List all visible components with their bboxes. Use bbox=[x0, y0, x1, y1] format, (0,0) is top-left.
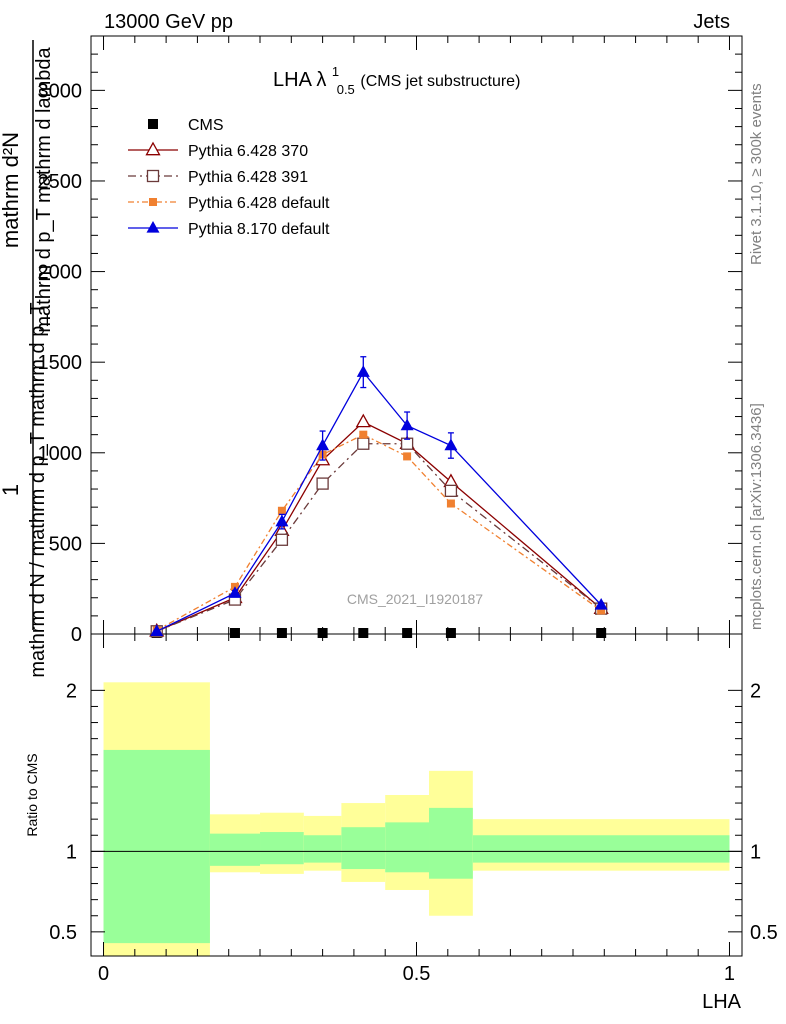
point-cms bbox=[229, 628, 240, 638]
legend-label-p370: Pythia 6.428 370 bbox=[188, 143, 308, 160]
main-ylabel: 1 mathrm d²N mathrm d p_T mathrm d lambd… bbox=[0, 40, 55, 678]
point-p8 bbox=[316, 438, 330, 451]
header-energy: 13000 GeV pp bbox=[104, 11, 233, 33]
series-line-pdef bbox=[156, 433, 602, 631]
watermark: CMS_2021_I1920187 bbox=[347, 591, 483, 607]
ratio-band-green-1 bbox=[209, 833, 261, 866]
point-p8 bbox=[400, 418, 414, 431]
mcplots-label: mcplots.cern.ch [arXiv:1306.3436] bbox=[748, 403, 765, 630]
point-cms bbox=[402, 628, 413, 638]
point-cms bbox=[317, 628, 328, 638]
point-pdef bbox=[403, 452, 412, 461]
ratio-tick-label-right: 2 bbox=[750, 680, 761, 702]
rivet-label: Rivet 3.1.10, ≥ 300k events bbox=[748, 83, 765, 265]
series-lines bbox=[149, 356, 609, 638]
point-pdef bbox=[359, 430, 368, 439]
y-tick-label: 500 bbox=[49, 533, 82, 555]
ratio-tick-label-left: 1 bbox=[66, 841, 77, 863]
ratio-ylabel: Ratio to CMS bbox=[24, 753, 40, 836]
ratio-band-green-3 bbox=[303, 835, 342, 863]
point-p8 bbox=[228, 586, 242, 598]
legend-label-pdef: Pythia 6.428 default bbox=[188, 195, 330, 212]
ylabel-denominator-2: mathrm d N / mathrm d p_T mathrm d p_T bbox=[27, 302, 49, 677]
legend-entry-p8: Pythia 8.170 default bbox=[128, 220, 330, 238]
y-tick-label: 3000 bbox=[38, 80, 83, 102]
ratio-band-green-7 bbox=[472, 835, 730, 863]
legend-entry-p370: Pythia 6.428 370 bbox=[128, 141, 308, 160]
x-tick-label: 0 bbox=[98, 963, 109, 985]
ratio-tick-label-left: 2 bbox=[66, 680, 77, 702]
series-line-p370 bbox=[156, 421, 602, 632]
legend-label-p8: Pythia 8.170 default bbox=[188, 221, 330, 238]
legend-marker-p8 bbox=[146, 220, 160, 233]
point-p8 bbox=[594, 597, 608, 610]
title-sup: 1 bbox=[332, 64, 339, 79]
legend: CMS Pythia 6.428 370 Pythia 6.428 391 Pythi… bbox=[128, 117, 330, 238]
ratio-band-green-0 bbox=[103, 749, 210, 944]
point-pdef bbox=[597, 606, 606, 615]
title-sub: 0.5 bbox=[337, 82, 355, 97]
point-pdef bbox=[446, 499, 455, 508]
legend-marker-cms bbox=[148, 119, 158, 129]
legend-label-p391: Pythia 6.428 391 bbox=[188, 169, 308, 186]
legend-entry-cms: CMS bbox=[148, 117, 224, 134]
point-cms bbox=[596, 628, 607, 638]
xlabel: LHA bbox=[702, 991, 742, 1013]
y-tick-label: 0 bbox=[71, 624, 82, 646]
ratio-tick-label-right: 0.5 bbox=[750, 922, 778, 944]
y-tick-label: 1500 bbox=[38, 352, 83, 374]
point-p8 bbox=[356, 365, 370, 377]
y-tick-label: 2500 bbox=[38, 171, 83, 193]
ylabel-one: 1 bbox=[0, 484, 23, 496]
legend-marker-p370 bbox=[145, 141, 161, 156]
point-cms bbox=[276, 628, 287, 638]
x-tick-label: 0.5 bbox=[403, 963, 431, 985]
x-tick-label: 1 bbox=[724, 963, 735, 985]
ratio-band-green-2 bbox=[260, 832, 304, 865]
point-cms bbox=[358, 628, 369, 638]
point-p391 bbox=[275, 533, 289, 546]
plot-title: LHA λ 1 0.5 (CMS jet substructure) bbox=[273, 59, 520, 99]
legend-marker-pdef bbox=[149, 198, 157, 206]
ratio-band-green-5 bbox=[385, 822, 430, 873]
title-tail: (CMS jet substructure) bbox=[360, 73, 520, 90]
ratio-tick-label-left: 0.5 bbox=[49, 922, 77, 944]
title-main: LHA λ bbox=[273, 69, 326, 91]
series-cms bbox=[151, 628, 607, 638]
point-p8 bbox=[444, 438, 458, 451]
point-p8 bbox=[150, 624, 164, 636]
series-line-p391 bbox=[156, 443, 602, 632]
header-jets: Jets bbox=[693, 11, 730, 33]
point-pdef bbox=[277, 506, 286, 515]
legend-entry-pdef: Pythia 6.428 default bbox=[128, 195, 330, 212]
point-p391 bbox=[400, 437, 414, 450]
ratio-band-green-6 bbox=[429, 807, 473, 879]
axes: 0 500 1000 1500 2000 2500 3000 0 0.5 1 0.5 0.5 1 1 2 2 bbox=[38, 36, 778, 985]
point-p391 bbox=[444, 484, 458, 497]
point-p370 bbox=[355, 413, 371, 428]
ratio-tick-label-right: 1 bbox=[750, 841, 761, 863]
series-line-p8 bbox=[156, 370, 602, 632]
ylabel-denominator-1: mathrm d p_T mathrm d lambda bbox=[33, 46, 55, 332]
legend-entry-p391: Pythia 6.428 391 bbox=[128, 169, 308, 186]
ratio-bands bbox=[103, 682, 730, 956]
point-p8 bbox=[275, 514, 289, 527]
legend-marker-p391 bbox=[146, 169, 160, 183]
series-p8 bbox=[150, 356, 608, 636]
legend-label-cms: CMS bbox=[188, 117, 224, 134]
point-p391 bbox=[316, 477, 329, 490]
y-tick-label: 2000 bbox=[38, 262, 83, 284]
point-p391 bbox=[357, 437, 370, 450]
ratio-band-green-4 bbox=[341, 827, 386, 870]
ylabel-numerator: mathrm d²N bbox=[0, 132, 23, 248]
point-cms bbox=[445, 628, 456, 638]
y-tick-label: 1000 bbox=[38, 443, 83, 465]
